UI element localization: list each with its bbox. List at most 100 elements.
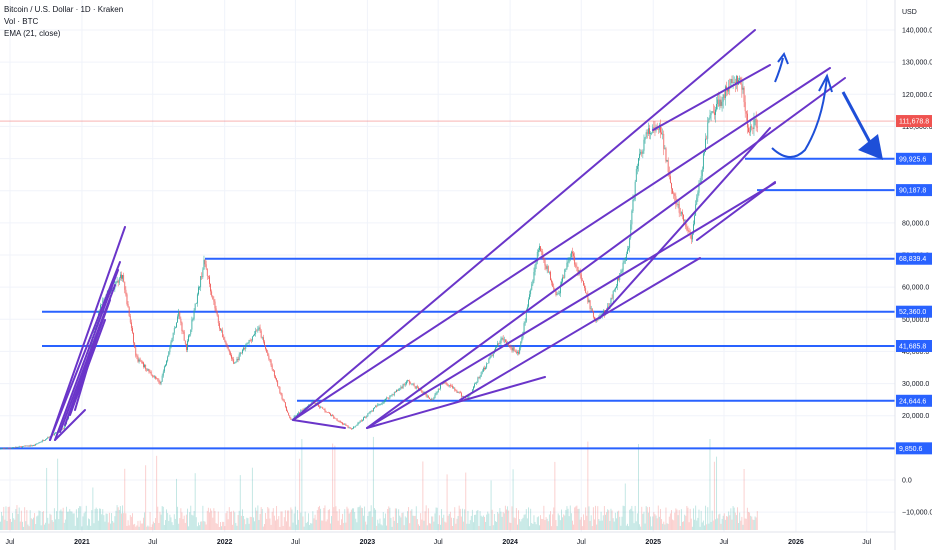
candle-body	[643, 139, 645, 151]
candle-body	[221, 330, 222, 332]
candle-body	[694, 215, 695, 225]
candle-body	[675, 196, 677, 204]
volume-bar	[379, 518, 381, 530]
candle-body	[253, 335, 254, 337]
candle-body	[539, 246, 540, 251]
symbol-title[interactable]: Bitcoin / U.S. Dollar · 1D · Kraken	[4, 5, 124, 14]
volume-bar	[532, 523, 534, 530]
volume-bar	[96, 508, 98, 530]
candle-body	[44, 440, 45, 441]
volume-bar	[58, 519, 60, 530]
candle-body	[278, 386, 280, 387]
candle-body	[157, 378, 159, 380]
candle-body	[377, 404, 379, 407]
candle-body	[482, 368, 484, 372]
volume-bar	[462, 508, 463, 530]
candle-body	[523, 323, 525, 333]
candle-body	[561, 281, 562, 285]
volume-bar	[501, 516, 503, 530]
volume-bar	[59, 510, 61, 530]
down-arrow-shaft	[841, 91, 875, 149]
candle-body	[536, 251, 538, 262]
candle-body	[663, 133, 665, 149]
volume-bar	[534, 521, 536, 530]
candle-body	[256, 330, 258, 332]
candle-body	[410, 383, 412, 385]
volume-bar	[92, 487, 94, 530]
candle-body	[1, 448, 2, 450]
volume-bar	[165, 520, 166, 530]
time-tick-label: 2024	[502, 539, 518, 546]
volume-bar	[231, 511, 232, 530]
candle-body	[727, 88, 728, 92]
candle-body	[238, 354, 240, 361]
volume-bar	[235, 522, 237, 530]
volume-bar	[280, 511, 282, 530]
volume-bar	[506, 509, 507, 530]
candle-body	[753, 119, 755, 129]
volume-bar	[365, 521, 367, 530]
volume-bar	[199, 525, 201, 530]
candle-body	[315, 403, 317, 404]
volume-bar	[618, 510, 620, 530]
volume-bar	[171, 522, 173, 530]
price-tick-label: 80,000.0	[902, 220, 929, 227]
candle-body	[678, 204, 680, 213]
volume-bar	[57, 458, 59, 530]
chart-legend: Bitcoin / U.S. Dollar · 1D · Kraken Vol …	[4, 4, 123, 40]
volume-bar	[148, 526, 150, 530]
price-axis-panel[interactable]	[896, 0, 932, 550]
candle-body	[350, 428, 352, 430]
volume-bar	[42, 511, 44, 530]
volume-bar	[221, 526, 223, 530]
volume-indicator-label[interactable]: Vol · BTC	[4, 17, 39, 26]
candle-body	[156, 378, 158, 380]
candle-body	[673, 193, 675, 195]
candle-body	[342, 422, 343, 425]
ema-indicator-label[interactable]: EMA (21, close)	[4, 29, 61, 38]
candle-body	[339, 421, 341, 423]
volume-bar	[720, 523, 722, 530]
volume-bar	[17, 513, 19, 530]
volume-bar	[738, 523, 740, 530]
volume-bar	[711, 510, 713, 530]
candle-body	[452, 386, 453, 388]
volume-bar	[510, 522, 512, 530]
candle-body	[633, 199, 635, 200]
volume-bar	[512, 469, 514, 530]
candle-body	[531, 284, 533, 291]
volume-bar	[698, 509, 700, 530]
volume-bar	[653, 511, 655, 530]
candle-body	[214, 301, 216, 309]
candle-body	[345, 424, 347, 426]
candle-body	[166, 360, 167, 365]
volume-bar	[103, 515, 105, 530]
volume-bar	[22, 521, 23, 530]
volume-bar	[608, 510, 610, 530]
small-up-arrow-head	[777, 51, 789, 65]
candle-body	[477, 377, 479, 382]
candle-body	[405, 381, 407, 385]
volume-bar	[586, 515, 588, 530]
candle-body	[748, 127, 749, 133]
candle-body	[308, 405, 309, 406]
volume-bar	[634, 505, 636, 530]
candle-body	[480, 372, 482, 377]
candle-body	[427, 395, 429, 398]
volume-bar	[691, 526, 693, 530]
volume-bar	[112, 520, 114, 530]
time-axis-ticks: Jul 2021 Jul 2022 Jul 2023 Jul 2024 Jul 2025 Jul 20…	[6, 539, 872, 546]
volume-bar	[355, 518, 357, 530]
candle-body	[210, 283, 211, 292]
volume-bar	[350, 509, 352, 530]
volume-bar	[678, 510, 680, 530]
candle-body	[244, 347, 246, 349]
candle-body	[629, 237, 631, 248]
volume-bar	[64, 519, 66, 530]
volume-bar	[215, 523, 217, 530]
candle-body	[240, 352, 242, 354]
candle-body	[217, 315, 219, 324]
candle-body	[194, 303, 196, 311]
